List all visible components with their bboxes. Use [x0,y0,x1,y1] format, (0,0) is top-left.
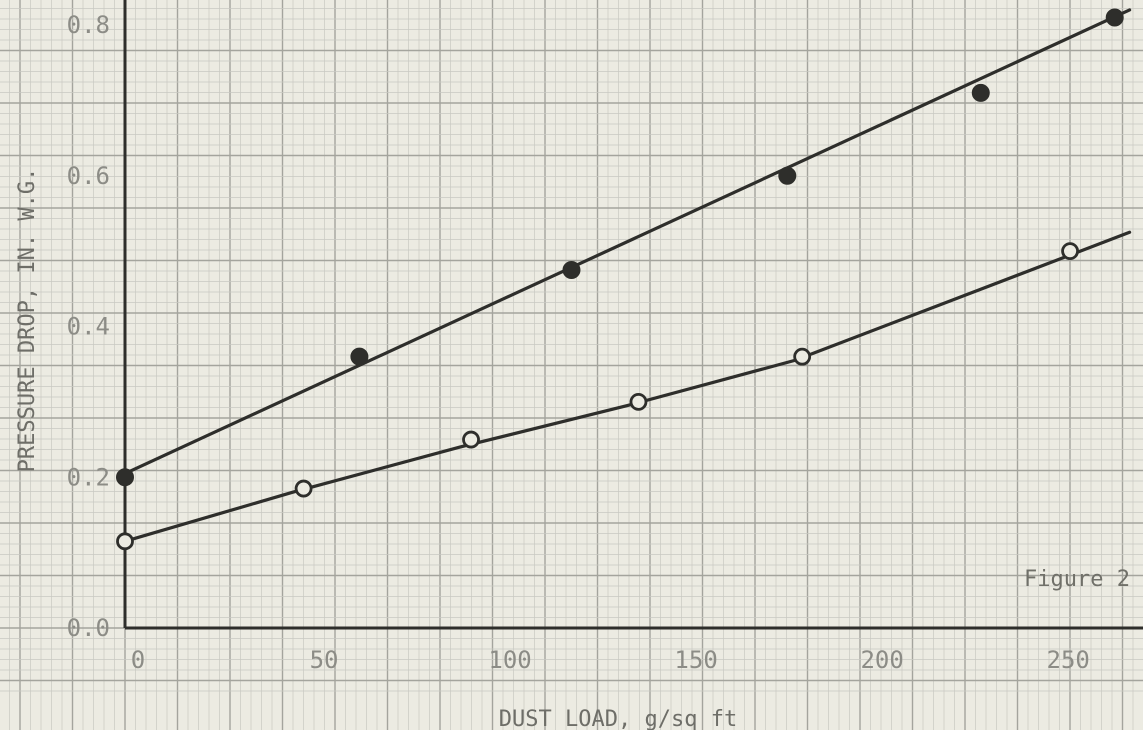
data-point-open [629,392,648,411]
fit-line-series-1 [123,8,1132,476]
data-point-open [462,430,480,449]
fit-line-series-2 [123,230,1132,543]
data-points [116,8,1124,551]
data-point-filled [562,260,581,279]
data-point-open [294,479,313,498]
y-tick-label: 0.0 [67,614,110,642]
y-tick-labels: 0.0 0.2 0.4 0.6 0.8 [67,11,110,642]
data-point-filled [778,166,797,185]
data-point-open [793,347,812,366]
data-point-filled [350,347,369,366]
data-point-filled [971,83,990,102]
data-point-filled [116,468,134,487]
data-point-open [1061,242,1079,261]
x-tick-label: 250 [1047,646,1090,674]
y-axis-label: PRESSURE DROP, IN. W.G. [15,168,40,473]
y-tick-label: 0.4 [67,313,110,341]
x-tick-labels: 0 50 100 150 200 250 [131,646,1090,674]
figure-annotation: Figure 2 [1024,567,1130,592]
fit-lines [123,8,1132,543]
y-tick-label: 0.6 [67,162,110,190]
data-point-filled [1105,8,1124,27]
x-tick-label: 150 [674,646,717,674]
x-tick-label: 200 [860,646,903,674]
data-point-open [116,532,134,551]
x-axis-label: DUST LOAD, g/sq ft [499,707,737,730]
x-tick-label: 0 [131,646,145,674]
x-tick-label: 50 [310,646,339,674]
y-tick-label: 0.8 [67,11,110,39]
axes [123,0,1143,630]
x-tick-label: 100 [488,646,531,674]
y-tick-label: 0.2 [67,463,110,491]
